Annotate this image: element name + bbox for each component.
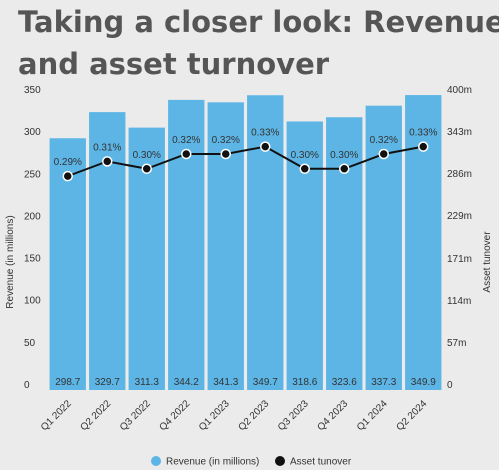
line-point	[339, 163, 350, 174]
line-value-label: 0.29%	[54, 157, 82, 168]
bar-value-label: 298.7	[55, 377, 80, 388]
x-tick-label: Q2 2024	[394, 398, 429, 433]
legend-label: Asset tunover	[290, 457, 352, 468]
y2-tick-label: 400m	[447, 85, 472, 96]
y2-tick-label: 57m	[447, 338, 466, 349]
bar	[89, 112, 126, 391]
line-value-label: 0.33%	[251, 128, 279, 139]
line-value-label: 0.32%	[172, 135, 200, 146]
x-tick-label: Q3 2022	[118, 398, 153, 433]
legend-marker	[151, 456, 161, 466]
line-point	[102, 156, 113, 167]
line-point	[220, 148, 231, 160]
y-tick-label: 100	[24, 296, 41, 307]
y-tick-label: 350	[24, 85, 41, 96]
line-point	[62, 170, 73, 182]
bar-value-label: 337.3	[371, 377, 396, 388]
y2-axis-title: Asset tunover	[482, 231, 493, 293]
y-tick-label: 250	[24, 169, 41, 180]
y2-tick-label: 229m	[447, 211, 472, 222]
bar	[326, 117, 363, 390]
bar-value-label: 344.2	[174, 377, 199, 388]
x-tick-label: Q4 2023	[315, 398, 350, 433]
line-value-label: 0.30%	[133, 150, 161, 161]
y-tick-label: 0	[24, 380, 30, 391]
y-tick-label: 150	[24, 254, 41, 265]
y2-tick-label: 114m	[447, 296, 471, 307]
x-tick-label: Q1 2022	[39, 398, 74, 433]
y2-tick-label: 343m	[447, 127, 472, 138]
bar-value-label: 329.7	[95, 377, 120, 388]
line-point	[141, 163, 152, 174]
line-point	[418, 141, 429, 152]
legend-marker	[275, 456, 285, 466]
line-value-label: 0.30%	[291, 150, 319, 161]
bar	[247, 95, 284, 390]
chart-title: and asset turnover	[18, 47, 330, 81]
y-tick-label: 300	[24, 127, 41, 138]
line	[67, 145, 424, 178]
y-tick-label: 50	[24, 338, 36, 349]
y-tick-label: 200	[24, 211, 41, 222]
line-value-label: 0.30%	[330, 150, 358, 161]
line-point	[378, 148, 389, 160]
chart-title: Taking a closer look: Revenue	[18, 5, 499, 39]
line-value-label: 0.33%	[409, 128, 437, 139]
legend-label: Revenue (in millions)	[166, 457, 259, 468]
bar-value-label: 311.3	[135, 377, 160, 388]
line-point	[181, 148, 192, 160]
bar-value-label: 318.6	[292, 377, 317, 388]
x-tick-label: Q1 2024	[355, 398, 390, 433]
y2-tick-label: 171m	[447, 254, 472, 265]
bar	[365, 105, 402, 390]
line-value-label: 0.31%	[93, 142, 121, 153]
y-axis-title: Revenue (in millions)	[5, 215, 16, 308]
bar	[168, 99, 205, 390]
bar-value-label: 341.3	[213, 377, 238, 388]
line-point	[299, 163, 310, 174]
x-tick-label: Q4 2022	[157, 398, 192, 433]
line-point	[260, 141, 271, 152]
x-tick-label: Q2 2022	[78, 398, 113, 433]
bar-value-label: 323.6	[332, 377, 357, 388]
x-tick-label: Q1 2023	[197, 398, 232, 433]
y2-tick-label: 0	[447, 380, 453, 391]
line-value-label: 0.32%	[212, 135, 240, 146]
bar-value-label: 349.9	[411, 377, 436, 388]
bar-value-label: 349.7	[253, 377, 278, 388]
line-value-label: 0.32%	[370, 135, 398, 146]
x-tick-label: Q3 2023	[276, 398, 311, 433]
y2-tick-label: 286m	[447, 169, 472, 180]
bar	[405, 95, 442, 390]
x-tick-label: Q2 2023	[236, 398, 271, 433]
